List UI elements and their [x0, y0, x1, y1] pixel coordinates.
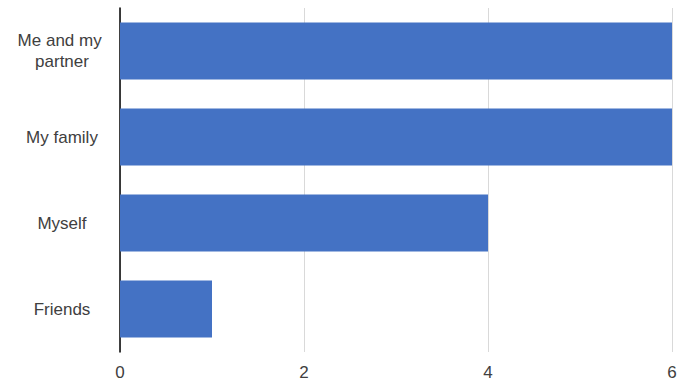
svg-text:Friends: Friends — [34, 300, 91, 319]
svg-text:6: 6 — [667, 363, 676, 382]
svg-text:partner: partner — [35, 52, 89, 71]
svg-text:Myself: Myself — [37, 214, 86, 233]
svg-text:Me and my: Me and my — [18, 31, 107, 50]
svg-text:2: 2 — [299, 363, 308, 382]
svg-text:4: 4 — [483, 363, 492, 382]
svg-text:My family: My family — [26, 128, 98, 147]
svg-text:0: 0 — [115, 363, 124, 382]
